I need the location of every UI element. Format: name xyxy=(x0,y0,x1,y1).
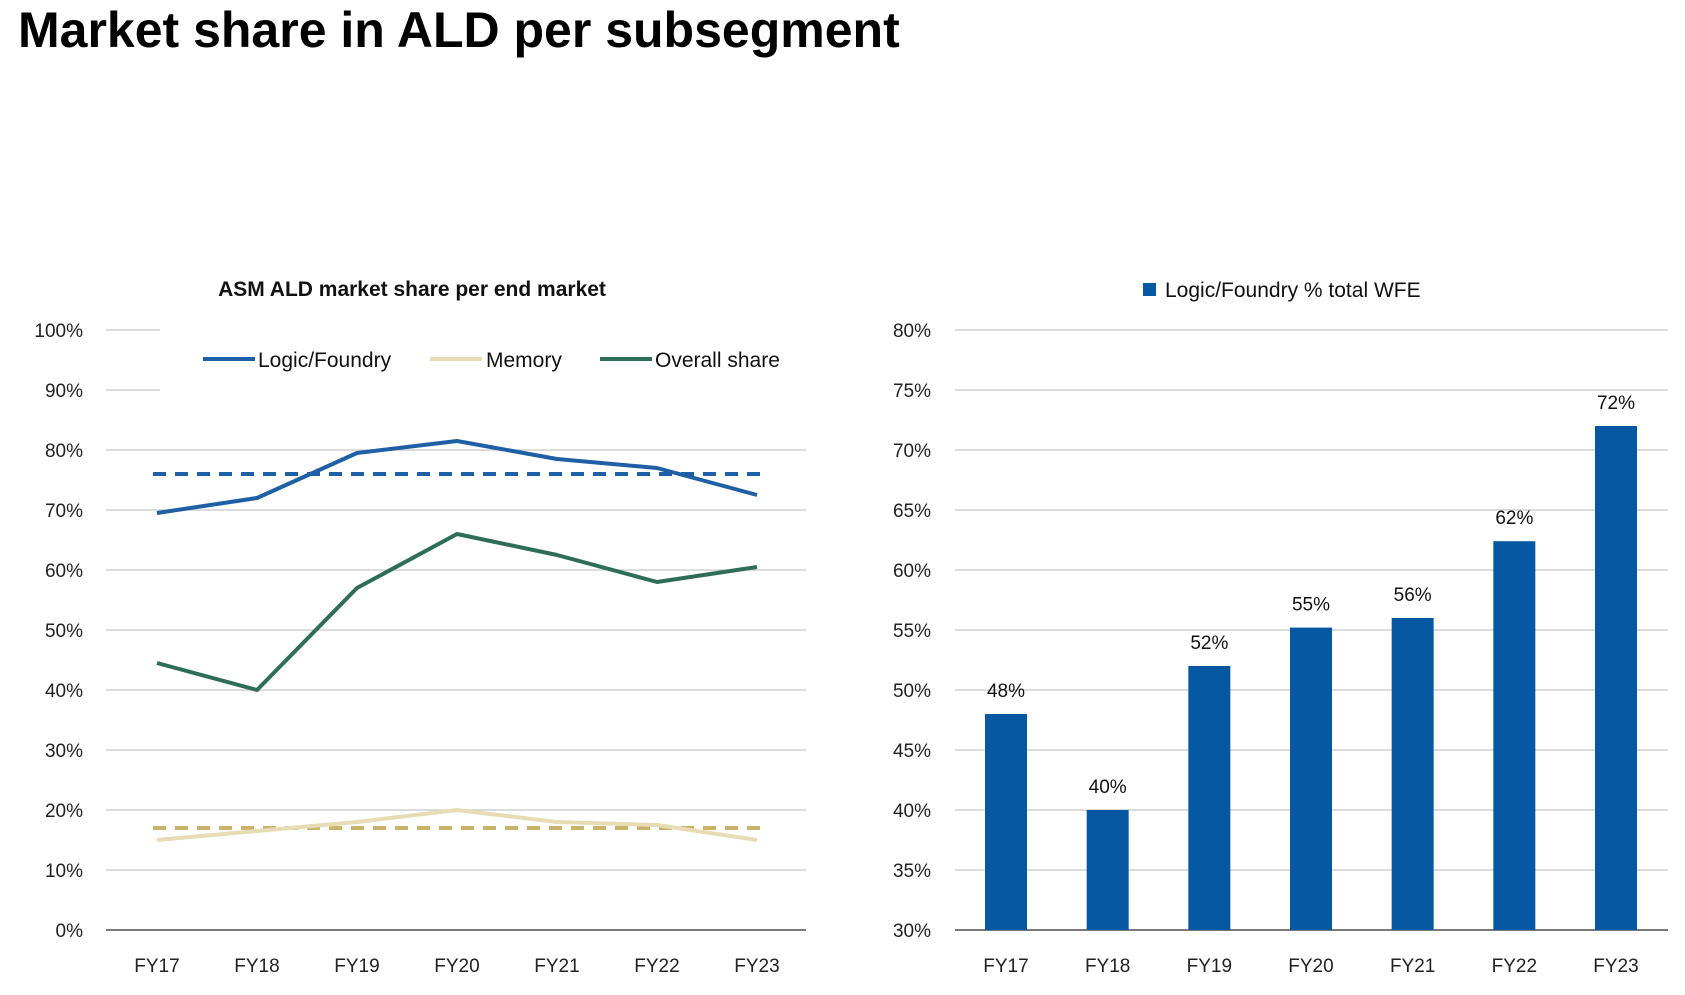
right-y-tick-label: 45% xyxy=(893,741,931,762)
right-y-tick-label: 70% xyxy=(893,441,931,462)
left-y-tick-label: 100% xyxy=(34,321,83,342)
left-y-tick-label: 0% xyxy=(56,921,84,942)
right-y-tick-label: 35% xyxy=(893,861,931,882)
right-y-tick-label: 30% xyxy=(893,921,931,942)
left-x-tick-label: FY23 xyxy=(734,956,779,977)
right-bar-data-label: 62% xyxy=(1495,508,1533,529)
right-y-tick-label: 60% xyxy=(893,561,931,582)
right-bar xyxy=(1188,666,1231,930)
right-x-tick-label: FY18 xyxy=(1085,956,1130,977)
left-x-tick-label: FY22 xyxy=(634,956,679,977)
left-y-tick-label: 70% xyxy=(45,501,83,522)
right-bar-data-label: 56% xyxy=(1394,585,1432,606)
right-y-tick-label: 40% xyxy=(893,801,931,822)
right-bar xyxy=(985,714,1027,930)
right-bar-data-label: 52% xyxy=(1190,633,1228,654)
right-bar xyxy=(1493,541,1536,930)
right-x-tick-label: FY21 xyxy=(1390,956,1435,977)
left-x-tick-label: FY18 xyxy=(234,956,279,977)
left-x-tick-label: FY17 xyxy=(134,956,179,977)
right-y-tick-label: 50% xyxy=(893,681,931,702)
left-series-line xyxy=(156,439,758,515)
left-legend-label: Overall share xyxy=(655,349,780,372)
right-x-tick-label: FY17 xyxy=(983,956,1028,977)
left-series-line xyxy=(156,808,758,842)
right-x-tick-label: FY20 xyxy=(1288,956,1333,977)
left-y-tick-label: 40% xyxy=(45,681,83,702)
right-bar xyxy=(1391,618,1434,930)
right-x-tick-label: FY23 xyxy=(1593,956,1638,977)
left-line-chart: ASM ALD market share per end market 0% 10%… xyxy=(34,278,806,977)
right-y-tick-label: 75% xyxy=(893,381,931,402)
left-x-tick-label: FY21 xyxy=(534,956,579,977)
left-y-tick-label: 10% xyxy=(45,861,83,882)
left-legend-label: Memory xyxy=(486,349,562,372)
left-y-tick-label: 20% xyxy=(45,801,83,822)
left-legend-label: Logic/Foundry xyxy=(258,349,392,372)
right-bar-data-label: 48% xyxy=(987,681,1025,702)
right-bar-data-label: 40% xyxy=(1089,777,1127,798)
left-y-tick-label: 80% xyxy=(45,441,83,462)
right-bar xyxy=(1595,426,1637,930)
left-chart-title: ASM ALD market share per end market xyxy=(218,278,606,301)
left-y-tick-label: 60% xyxy=(45,561,83,582)
page-title: Market share in ALD per subsegment xyxy=(18,2,900,58)
right-x-tick-label: FY22 xyxy=(1492,956,1537,977)
left-y-tick-label: 30% xyxy=(45,741,83,762)
right-x-tick-label: FY19 xyxy=(1187,956,1232,977)
right-bar xyxy=(1290,627,1332,930)
right-y-tick-label: 80% xyxy=(893,321,931,342)
right-legend-label: Logic/Foundry % total WFE xyxy=(1165,279,1421,302)
left-x-tick-label: FY19 xyxy=(334,956,379,977)
right-y-tick-label: 65% xyxy=(893,501,931,522)
left-y-tick-label: 90% xyxy=(45,381,83,402)
right-bar-data-label: 72% xyxy=(1597,393,1635,414)
left-x-tick-label: FY20 xyxy=(434,956,479,977)
right-bar-chart: 30% 35% 40% 45% 50% 55% 60% 65% 70% 75% 80% 48% 40% 5… xyxy=(893,279,1668,977)
left-series-line xyxy=(156,532,758,692)
right-y-tick-label: 55% xyxy=(893,621,931,642)
right-bar-data-label: 55% xyxy=(1292,595,1330,616)
left-y-tick-label: 50% xyxy=(45,621,83,642)
right-bar xyxy=(1086,810,1129,930)
right-legend-swatch xyxy=(1143,283,1156,296)
